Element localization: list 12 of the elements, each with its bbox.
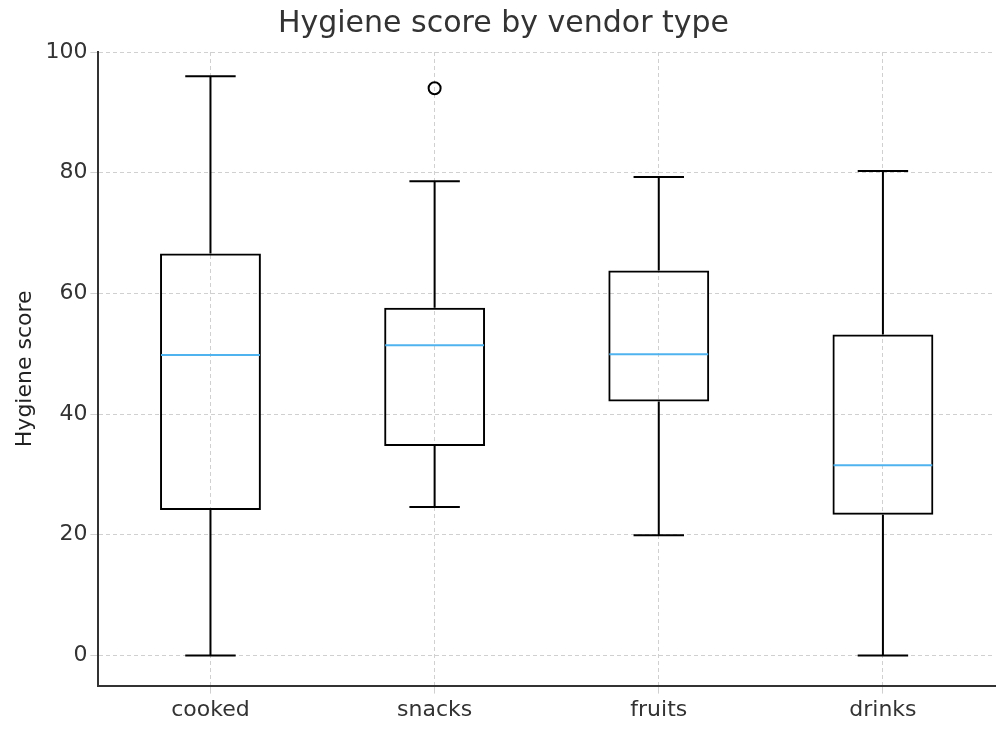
x-tick-label: drinks [849,695,917,721]
y-tick-label: 0 [73,641,88,667]
y-tick-label: 20 [59,520,88,546]
chart-title: Hygiene score by vendor type [277,3,730,39]
y-tick-label: 60 [59,279,88,305]
y-tick-label: 100 [45,37,88,63]
x-tick-label: cooked [171,695,250,721]
y-axis-title: Hygiene score [10,290,36,448]
y-tick-label: 80 [59,158,88,184]
x-tick-label: fruits [630,695,688,721]
x-tick-label: snacks [397,695,473,721]
y-tick-label: 40 [59,399,88,425]
